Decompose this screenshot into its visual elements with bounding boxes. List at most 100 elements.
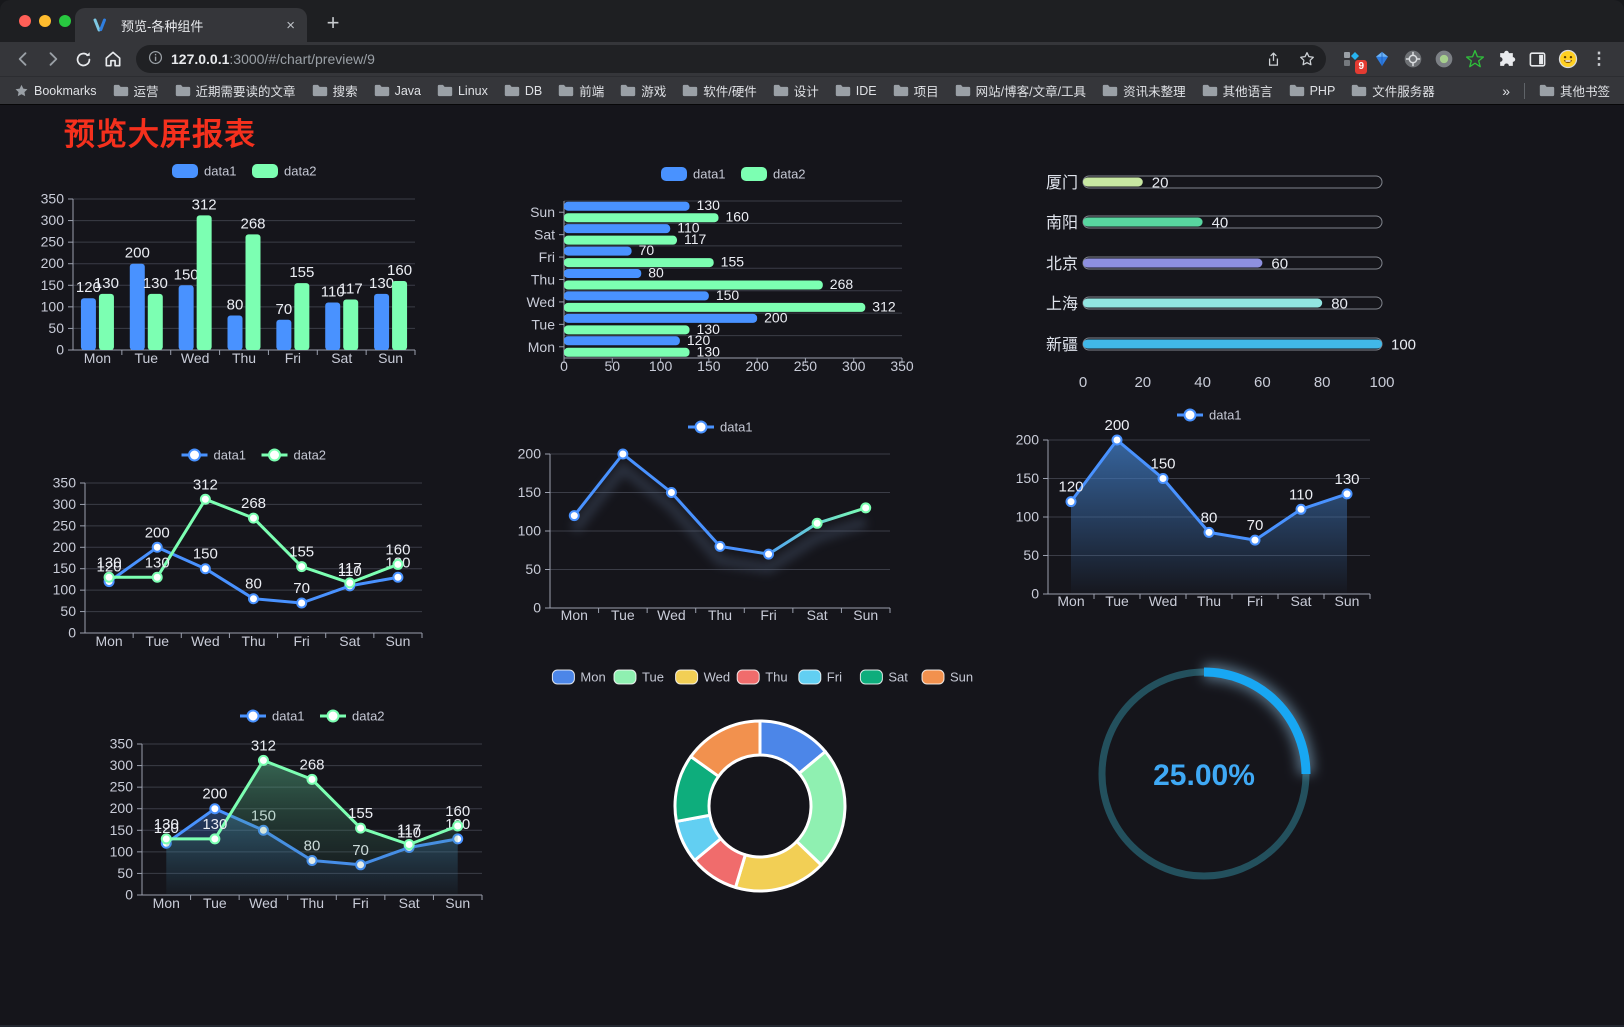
bookmark-folder[interactable]: IDE xyxy=(835,84,877,98)
gradient-line-chart[interactable]: data1 0 50 100 150 200 Mon Tue Wed Thu Fri Sat Sun xyxy=(500,417,900,632)
svg-text:25.00%: 25.00% xyxy=(1153,759,1255,792)
forward-icon[interactable] xyxy=(38,45,68,73)
svg-text:130: 130 xyxy=(697,321,721,337)
bookmarks-manager[interactable]: Bookmarks xyxy=(14,83,97,98)
svg-text:300: 300 xyxy=(110,757,134,773)
folder-icon xyxy=(1202,84,1217,97)
home-icon[interactable] xyxy=(98,45,128,73)
svg-text:200: 200 xyxy=(1104,417,1129,434)
grouped-bar-chart[interactable]: data1 data2 0 50 100 150 200 250 300 350 Mon Tue Wed… xyxy=(35,157,425,382)
bookmark-folder[interactable]: 设计 xyxy=(773,81,819,100)
bookmark-folder[interactable]: 其他语言 xyxy=(1202,81,1273,100)
svg-text:50: 50 xyxy=(1023,547,1039,563)
bookmark-folder[interactable]: 游戏 xyxy=(620,81,666,100)
zoom-window-button[interactable] xyxy=(59,15,71,27)
folder-icon xyxy=(312,84,327,97)
folder-icon xyxy=(1102,84,1118,97)
wheel-extension-icon[interactable] xyxy=(1402,48,1424,70)
folder-icon xyxy=(835,84,850,97)
share-icon[interactable] xyxy=(1260,47,1286,71)
bookmark-folder[interactable]: 运营 xyxy=(113,81,159,100)
svg-text:100: 100 xyxy=(649,358,673,374)
bookmarks-overflow-chevron[interactable]: » xyxy=(1502,82,1510,99)
svg-text:120: 120 xyxy=(687,332,711,348)
bookmark-folder[interactable]: 文件服务器 xyxy=(1351,81,1435,100)
bookmark-folder[interactable]: PHP xyxy=(1289,84,1335,98)
donut-chart[interactable]: Mon Tue Wed Thu Fri Sat Sun xyxy=(551,642,973,907)
svg-text:130: 130 xyxy=(697,343,721,359)
double-area-line-chart[interactable]: data1 data2 0 50 100 150 200 250 300 350 Mon Tue Wed… xyxy=(100,702,495,924)
folder-icon xyxy=(1289,84,1304,97)
new-tab-button[interactable]: + xyxy=(326,10,340,35)
bookmark-folder[interactable]: 项目 xyxy=(893,81,939,100)
svg-text:data2: data2 xyxy=(352,709,385,724)
svg-text:Fri: Fri xyxy=(1247,593,1263,609)
bookmark-folder[interactable]: 搜索 xyxy=(312,81,358,100)
bookmarks-star-icon xyxy=(15,84,28,97)
tab-close-icon[interactable]: × xyxy=(286,16,295,34)
svg-text:100: 100 xyxy=(1391,337,1416,354)
bookmark-folder[interactable]: 软件/硬件 xyxy=(682,81,757,100)
svg-text:Wed: Wed xyxy=(526,294,555,310)
area-line-chart[interactable]: data1 0 50 100 150 200 Mon Tue Wed Thu Fri Sat Sun 12… xyxy=(990,402,1390,617)
proxy-extension-icon[interactable]: 9 xyxy=(1340,48,1367,74)
bookmark-folder[interactable]: 前端 xyxy=(558,81,604,100)
svg-text:80: 80 xyxy=(245,576,262,593)
folder-icon xyxy=(504,84,520,97)
reload-icon[interactable] xyxy=(68,45,98,73)
browser-tab[interactable]: 预览-各种组件 × xyxy=(75,8,307,42)
extensions-puzzle-icon[interactable] xyxy=(1495,48,1517,70)
svg-text:Wed: Wed xyxy=(1149,593,1178,609)
svg-text:Sun: Sun xyxy=(950,670,973,685)
progress-gauge[interactable]: 25.00% xyxy=(1060,647,1360,887)
site-info-icon[interactable] xyxy=(148,50,163,68)
horizontal-bar-chart[interactable]: data1 data2 0 50 100 150 200 250 300 350 Sun 130 160… xyxy=(490,162,920,390)
green-star-extension-icon[interactable] xyxy=(1464,48,1486,70)
svg-text:50: 50 xyxy=(604,358,620,374)
dot-extension-icon[interactable] xyxy=(1433,48,1455,70)
bookmark-star-icon[interactable] xyxy=(1294,47,1320,71)
bookmark-folder[interactable]: 资讯未整理 xyxy=(1102,81,1186,100)
tab-strip: 预览-各种组件 × + xyxy=(0,0,1624,42)
svg-text:150: 150 xyxy=(697,358,721,374)
svg-text:300: 300 xyxy=(41,212,65,228)
profile-avatar[interactable] xyxy=(1557,48,1579,70)
svg-text:150: 150 xyxy=(1150,456,1175,473)
bookmark-folder[interactable]: Java xyxy=(374,84,421,98)
svg-text:Sat: Sat xyxy=(807,607,828,623)
close-window-button[interactable] xyxy=(19,15,31,27)
svg-text:200: 200 xyxy=(202,786,227,803)
url-bar[interactable]: 127.0.0.1:3000/#/chart/preview/9 xyxy=(136,45,1326,73)
svg-text:155: 155 xyxy=(721,254,745,270)
back-icon[interactable] xyxy=(8,45,38,73)
bookmark-folder[interactable]: 网站/博客/文章/工具 xyxy=(955,81,1086,100)
svg-text:0: 0 xyxy=(56,342,64,358)
svg-text:Thu: Thu xyxy=(1197,593,1221,609)
side-panel-icon[interactable] xyxy=(1526,48,1548,70)
bookmark-folder[interactable]: 近期需要读的文章 xyxy=(175,81,296,100)
svg-text:Sun: Sun xyxy=(385,633,410,649)
minimize-window-button[interactable] xyxy=(39,15,51,27)
svg-text:130: 130 xyxy=(94,275,119,292)
svg-text:50: 50 xyxy=(48,320,64,336)
other-bookmarks[interactable]: 其他书签 xyxy=(1539,81,1610,100)
tab-favicon xyxy=(87,13,113,37)
svg-text:200: 200 xyxy=(110,800,134,816)
svg-text:300: 300 xyxy=(842,358,866,374)
city-progress-chart[interactable]: 厦门 20 南阳 40 北京 60 上海 80 新疆 100 0 20 40 60 80 100 xyxy=(1000,167,1420,402)
svg-text:Mon: Mon xyxy=(528,339,555,355)
svg-text:60: 60 xyxy=(1254,374,1271,391)
svg-text:80: 80 xyxy=(1201,509,1218,526)
svg-text:150: 150 xyxy=(110,822,134,838)
svg-text:300: 300 xyxy=(53,496,77,512)
bookmark-folder[interactable]: Linux xyxy=(437,84,488,98)
svg-text:130: 130 xyxy=(143,275,168,292)
menu-dots-icon[interactable]: ⋮ xyxy=(1590,49,1608,68)
svg-text:200: 200 xyxy=(745,358,769,374)
multi-line-chart[interactable]: data1 data2 0 50 100 150 200 250 300 350 Mon Tue Wed… xyxy=(40,442,430,657)
bookmark-folder[interactable]: DB xyxy=(504,84,542,98)
gem-extension-icon[interactable] xyxy=(1371,48,1393,70)
svg-text:50: 50 xyxy=(117,865,133,881)
folder-icon xyxy=(559,84,574,97)
svg-text:0: 0 xyxy=(1079,374,1087,391)
